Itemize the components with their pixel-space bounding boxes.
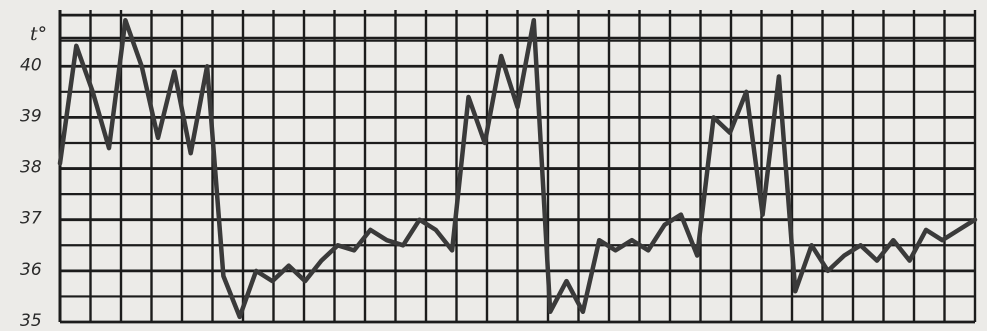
y-tick-label: 39	[20, 106, 42, 126]
y-tick-label: 37	[20, 209, 42, 229]
y-tick-label: 38	[20, 158, 42, 178]
y-axis-unit-label: t°	[30, 23, 47, 45]
y-tick-label: 36	[20, 260, 42, 280]
y-tick-label: 35	[20, 311, 42, 331]
y-axis-ticks: 35 36 37 38 39 40	[20, 55, 42, 331]
temperature-series-line	[57, 17, 978, 320]
chart-grid	[58, 10, 977, 324]
chart-series	[57, 17, 978, 320]
y-tick-label: 40	[20, 55, 42, 75]
